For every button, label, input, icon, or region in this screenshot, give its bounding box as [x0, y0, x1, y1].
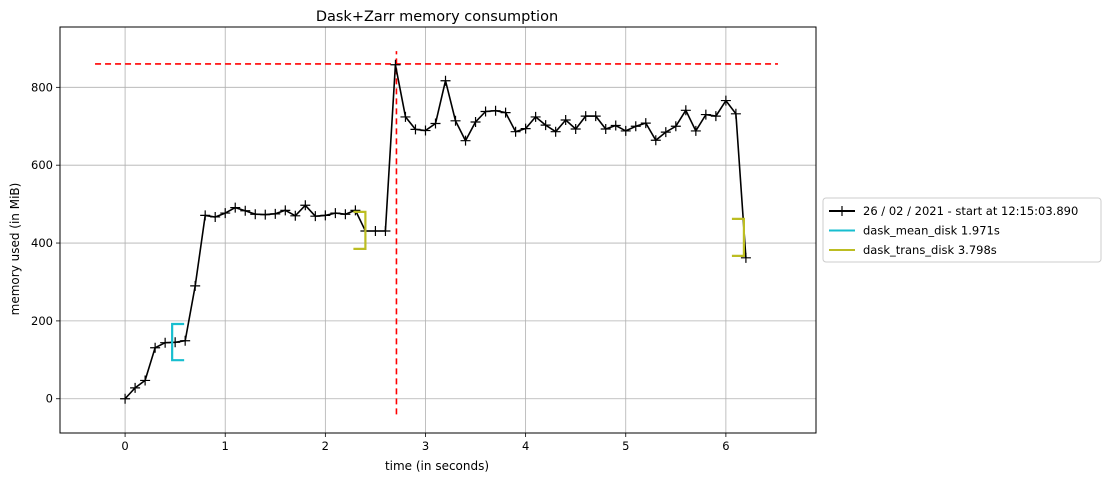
memory-point-marker: [370, 225, 381, 236]
memory-point-marker: [330, 208, 341, 219]
memory-point-marker: [500, 107, 511, 118]
memory-point-marker: [740, 252, 751, 263]
y-tick-label: 400: [31, 236, 53, 250]
memory-point-marker: [120, 393, 131, 404]
legend-label: 26 / 02 / 2021 - start at 12:15:03.890: [863, 204, 1078, 218]
memory-point-marker: [710, 111, 721, 122]
legend-box: [822, 197, 1102, 263]
y-tick-label: 200: [31, 314, 53, 328]
memory-point-marker: [340, 209, 351, 220]
memory-point-marker: [310, 211, 321, 222]
x-tick-label: 0: [121, 439, 128, 453]
memory-point-marker: [210, 211, 221, 222]
x-tick-label: 6: [722, 439, 729, 453]
plot-frame: [59, 26, 817, 434]
memory-point-marker: [570, 123, 581, 134]
memory-point-marker: [220, 208, 231, 219]
legend-marker: [837, 206, 847, 216]
memory-point-marker: [190, 280, 201, 291]
memory-point-marker: [430, 118, 441, 129]
trans-disk-bracket: [731, 217, 746, 257]
memory-point-marker: [640, 118, 651, 129]
memory-point-marker: [580, 111, 591, 122]
x-tick-label: 2: [322, 439, 329, 453]
memory-point-marker: [510, 126, 521, 137]
x-tick-label: 4: [522, 439, 529, 453]
y-tick-label: 800: [31, 80, 53, 94]
memory-point-marker: [320, 210, 331, 221]
memory-point-marker: [140, 375, 151, 386]
memory-point-marker: [200, 210, 211, 221]
memory-point-marker: [400, 111, 411, 122]
memory-point-marker: [690, 125, 701, 136]
memory-point-marker: [450, 115, 461, 126]
memory-point-marker: [380, 225, 391, 236]
y-tick-label: 600: [31, 158, 53, 172]
memory-point-marker: [530, 111, 541, 122]
memory-point-marker: [230, 202, 241, 213]
memory-point-marker: [630, 121, 641, 132]
x-tick-label: 3: [422, 439, 429, 453]
memory-point-marker: [520, 123, 531, 134]
memory-point-marker: [600, 123, 611, 134]
memory-point-marker: [160, 337, 171, 348]
memory-point-marker: [270, 208, 281, 219]
chart-title: Dask+Zarr memory consumption: [316, 9, 558, 25]
memory-point-marker: [620, 125, 631, 136]
legend-label: dask_trans_disk 3.798s: [863, 243, 997, 257]
memory-point-marker: [300, 200, 311, 211]
memory-point-marker: [550, 126, 561, 137]
memory-point-marker: [720, 95, 731, 106]
x-tick-label: 5: [622, 439, 629, 453]
memory-point-marker: [670, 121, 681, 132]
memory-point-marker: [260, 209, 271, 220]
y-axis-label: memory used (in MiB): [8, 183, 22, 316]
memory-point-marker: [290, 210, 301, 221]
memory-point-marker: [280, 205, 291, 216]
memory-point-marker: [540, 120, 551, 131]
trans-disk-bracket: [353, 210, 367, 250]
memory-point-marker: [420, 125, 431, 136]
memory-point-marker: [350, 205, 361, 216]
memory-point-marker: [390, 59, 401, 70]
memory-point-marker: [490, 105, 501, 116]
memory-point-marker: [460, 135, 471, 146]
memory-point-marker: [680, 105, 691, 116]
memory-point-marker: [660, 127, 671, 138]
memory-point-marker: [700, 109, 711, 120]
memory-point-marker: [410, 124, 421, 135]
memory-point-marker: [440, 75, 451, 86]
x-tick-label: 1: [222, 439, 229, 453]
legend-label: dask_mean_disk 1.971s: [863, 224, 1000, 238]
mean-disk-bracket: [171, 322, 185, 362]
memory-point-marker: [560, 115, 571, 126]
memory-point-marker: [130, 382, 141, 393]
memory-point-marker: [250, 209, 261, 220]
y-tick-label: 0: [46, 392, 53, 406]
memory-point-marker: [650, 135, 661, 146]
memory-point-marker: [470, 116, 481, 127]
memory-point-marker: [240, 205, 251, 216]
memory-point-marker: [480, 106, 491, 117]
memory-point-marker: [150, 342, 161, 353]
memory-point-marker: [730, 108, 741, 119]
legend: 26 / 02 / 2021 - start at 12:15:03.890 da…: [822, 197, 1102, 263]
x-axis-label: time (in seconds): [385, 459, 489, 473]
plot-area: 0 1 2 3 4 5 6 0 200 400 600 800: [31, 26, 817, 453]
memory-point-marker: [610, 120, 621, 131]
memory-point-marker: [590, 111, 601, 122]
memory-point-marker: [180, 335, 191, 346]
